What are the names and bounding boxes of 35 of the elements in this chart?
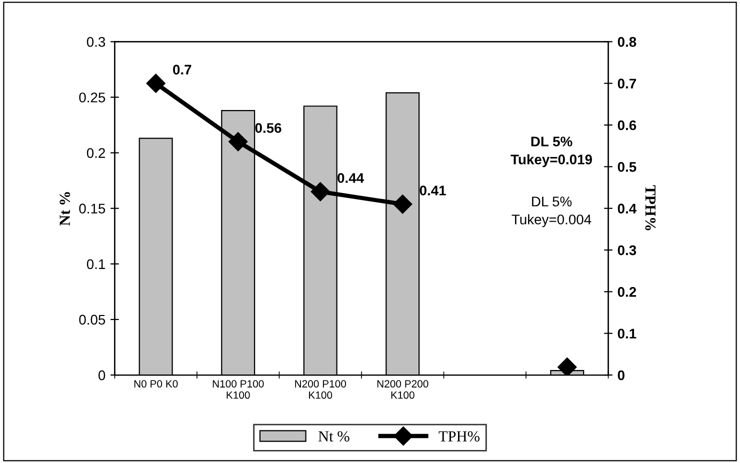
y2-tick-label: 0.6	[618, 120, 636, 130]
y2-tick-label: 0	[618, 370, 624, 380]
y2-tick-label: 0.3	[618, 245, 636, 256]
y-tick-label: 0.25	[79, 92, 106, 102]
y2-tick-label: 0.8	[618, 37, 636, 47]
legend-label: TPH%	[438, 431, 480, 442]
point	[310, 182, 330, 202]
y2-axis-title: TPH%	[645, 185, 656, 230]
y2-tick-label: 0.1	[618, 328, 636, 339]
y2-tick-label: 0.7	[618, 78, 636, 89]
y-tick-label: 0.05	[79, 314, 106, 325]
y-tick-label: 0.3	[86, 37, 106, 47]
y-tick-label: 0.2	[86, 148, 105, 158]
data-label: 0.7	[173, 64, 192, 75]
annotation: DL 5% Tukey=0.019	[510, 136, 592, 168]
y2-tick-label: 0.4	[618, 204, 637, 214]
y-tick-label: 0.15	[79, 204, 106, 214]
y-axis-title: Nt %	[60, 192, 70, 226]
data-label: 0.44	[338, 173, 364, 183]
data-label: 0.41	[420, 186, 446, 196]
x-tick-label: N200 P100 K100	[295, 380, 346, 399]
data-label: 0.56	[255, 123, 282, 133]
y-tick-label: 0.1	[86, 259, 105, 270]
x-tick-label: N100 P100 K100	[212, 380, 264, 399]
point	[393, 194, 412, 214]
annotation: DL 5% Tukey=0.004	[512, 196, 592, 228]
point	[228, 132, 248, 152]
y2-tick-label: 0.2	[618, 287, 636, 297]
point	[146, 74, 166, 93]
legend-label: Nt %	[318, 431, 350, 442]
y-tick-label: 0	[98, 370, 106, 380]
x-tick-label: N0 P0 K0	[134, 380, 178, 388]
y2-tick-label: 0.5	[618, 162, 636, 172]
point	[558, 358, 577, 376]
x-tick-label: N200 P200 K100	[377, 380, 428, 399]
